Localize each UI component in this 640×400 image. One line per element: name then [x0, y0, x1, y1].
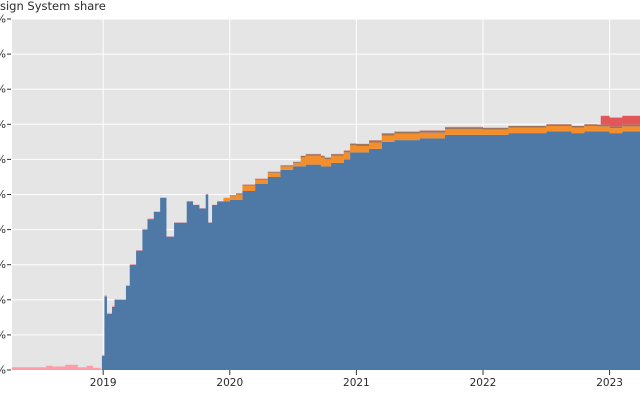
x-tick-label: 2021	[343, 377, 370, 389]
y-tick-label: 90%	[0, 49, 6, 61]
chart-title: sign System share	[0, 0, 106, 13]
y-tick-label: 20%	[0, 294, 6, 306]
y-tick-label: 10%	[0, 329, 6, 341]
x-tick-label: 2022	[470, 377, 497, 389]
x-axis: 2019 2020 2021 2022 2023	[90, 370, 623, 389]
y-tick-label: 50%	[0, 189, 6, 201]
x-tick-label: 2020	[216, 377, 243, 389]
series-area-1	[12, 131, 640, 370]
y-tick-label: 80%	[0, 84, 6, 96]
x-tick-label: 2019	[90, 377, 117, 389]
y-tick-label: 40%	[0, 224, 6, 236]
y-tick-label: 30%	[0, 259, 6, 271]
y-tick-label: 60%	[0, 154, 6, 166]
x-tick-label: 2023	[596, 377, 623, 389]
y-axis: 0% 10% 20% 30% 40% 50% 60% 70% 80% 90% 100%	[0, 14, 11, 377]
y-tick-label: 0%	[0, 365, 6, 377]
y-tick-label: 100%	[0, 14, 6, 26]
y-tick-label: 70%	[0, 119, 6, 131]
series-areas	[12, 115, 640, 370]
